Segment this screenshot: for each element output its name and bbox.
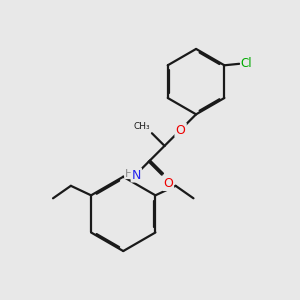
Text: N: N — [132, 169, 141, 182]
Text: CH₃: CH₃ — [134, 122, 150, 131]
Text: O: O — [176, 124, 185, 136]
Text: H: H — [125, 169, 133, 178]
Text: O: O — [163, 177, 173, 190]
Text: Cl: Cl — [241, 57, 252, 70]
